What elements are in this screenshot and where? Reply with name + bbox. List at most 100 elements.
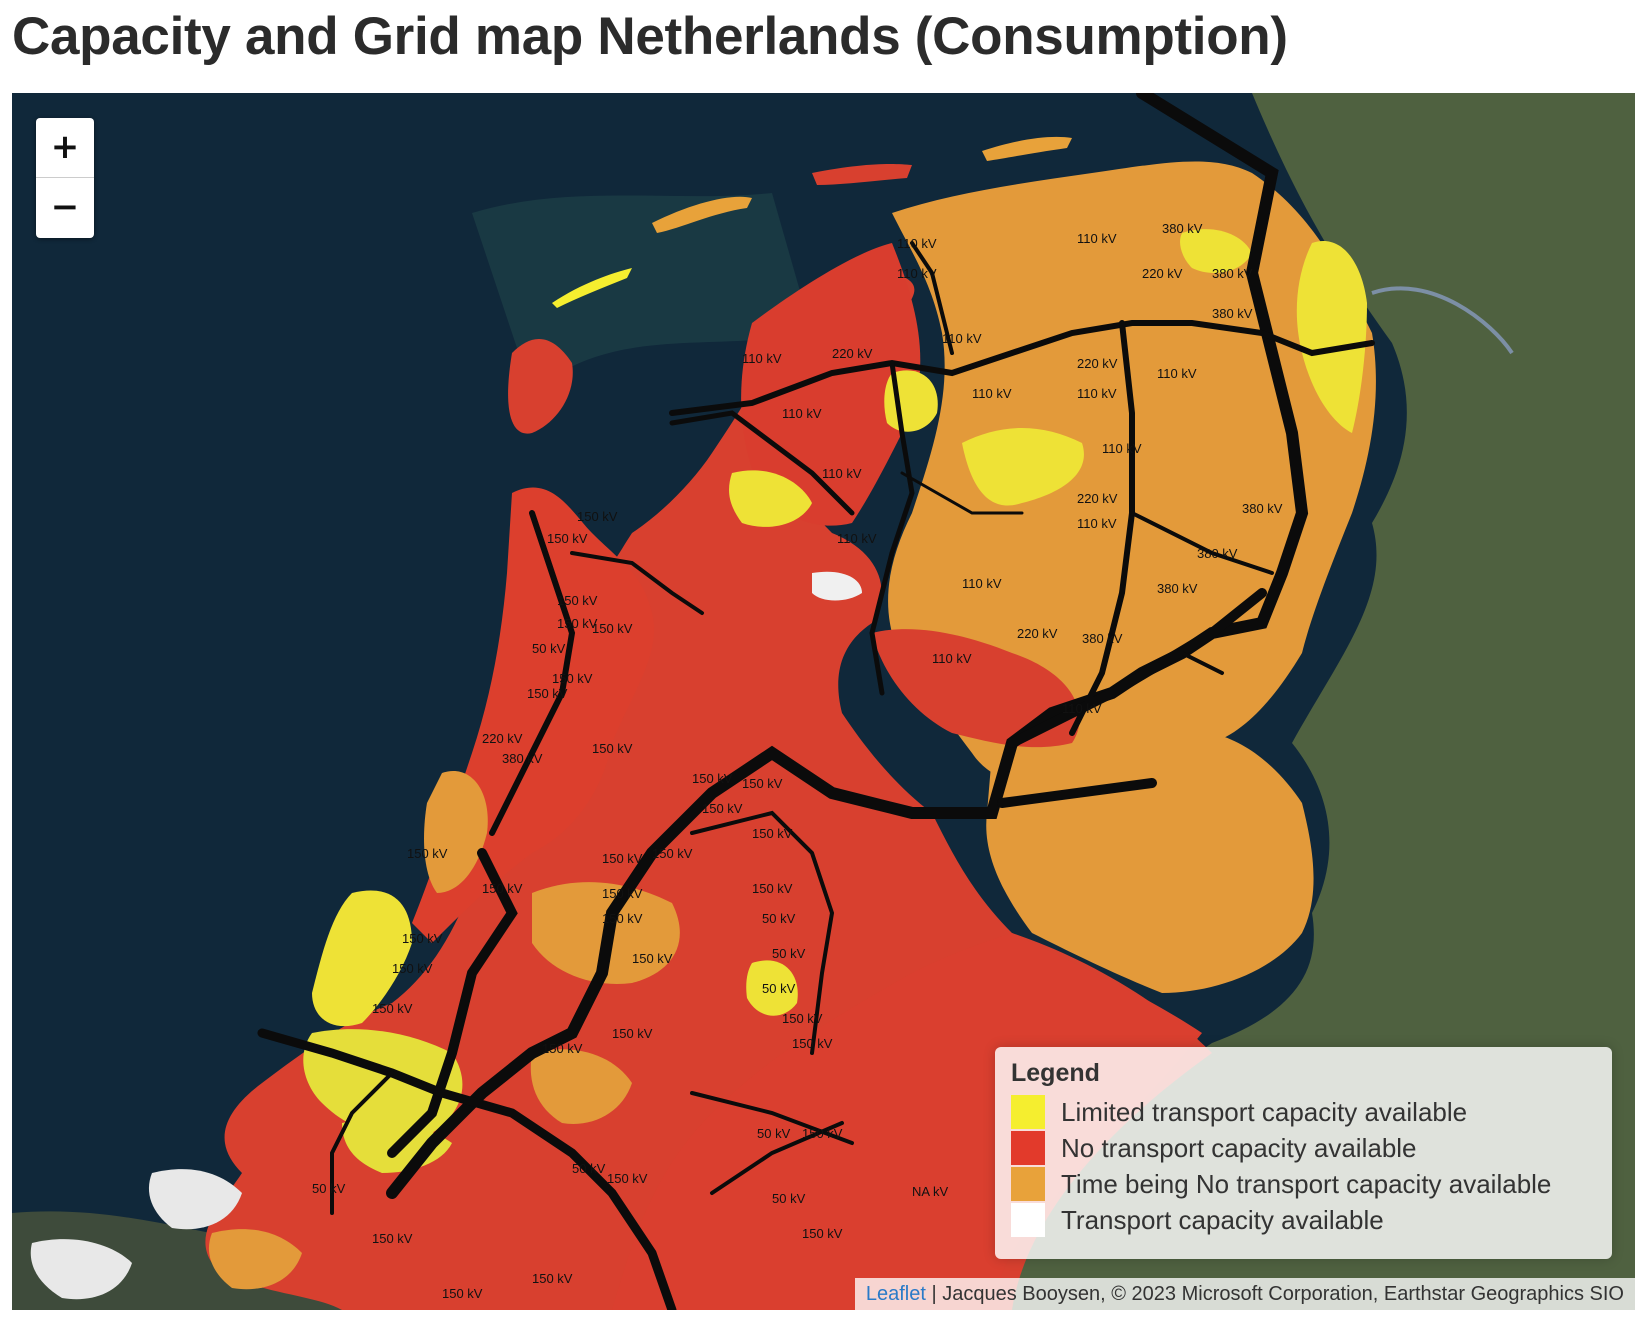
map-legend: Legend Limited transport capacity availa…	[995, 1047, 1612, 1259]
voltage-label: 380 kV	[1162, 221, 1203, 236]
voltage-labels: 380 kV 380 kV 110 kV 110 kV 110 kV 220 k…	[312, 221, 1283, 1301]
legend-swatch	[1011, 1167, 1045, 1201]
voltage-label: 110 kV	[1102, 441, 1142, 456]
voltage-label: 150 kV	[557, 593, 598, 608]
voltage-label: 150 kV	[742, 776, 783, 791]
island-west-limited	[552, 268, 632, 308]
voltage-label: 150 kV	[592, 621, 633, 636]
grid-110kv-twente	[1180, 651, 1224, 675]
grid-110kv-north	[910, 241, 954, 355]
grid-380kv-west	[387, 848, 518, 1158]
voltage-label: 50 kV	[772, 946, 806, 961]
legend-label: Limited transport capacity available	[1061, 1096, 1468, 1127]
region-no-capacity-southeast	[612, 933, 1202, 1310]
voltage-label: 150 kV	[602, 851, 643, 866]
voltage-label: 110 kV	[742, 351, 782, 366]
region-time-being-west	[424, 771, 488, 893]
attribution-text: Jacques Booysen, © 2023 Microsoft Corpor…	[942, 1283, 1624, 1305]
voltage-label: 150 kV	[527, 686, 568, 701]
map-container[interactable]: 380 kV 380 kV 110 kV 110 kV 110 kV 220 k…	[12, 93, 1635, 1310]
voltage-label: 150 kV	[557, 616, 598, 631]
voltage-label: 110 kV	[1157, 366, 1197, 381]
zoom-out-button[interactable]: −	[50, 187, 80, 227]
voltage-label: 380 kV	[1157, 581, 1198, 596]
voltage-label: 110 kV	[972, 386, 1012, 401]
map-canvas[interactable]: 380 kV 380 kV 110 kV 110 kV 110 kV 220 k…	[12, 93, 1635, 1310]
voltage-label: 150 kV	[692, 771, 733, 786]
voltage-label: 150 kV	[702, 801, 743, 816]
region-available-flevoland	[812, 571, 862, 601]
voltage-label: 150 kV	[802, 1126, 843, 1141]
legend-title: Legend	[1011, 1059, 1100, 1087]
grid-110kv-link	[900, 471, 1024, 515]
voltage-label: 50 kV	[772, 1191, 806, 1206]
grid-150kv-zeeland	[330, 1071, 394, 1215]
voltage-label: 150 kV	[542, 1041, 583, 1056]
voltage-label: 110 kV	[837, 531, 877, 546]
island-texel	[508, 339, 573, 434]
attribution-separator: |	[931, 1283, 937, 1305]
voltage-label: 150 kV	[392, 961, 433, 976]
voltage-label: 50 kV	[762, 911, 796, 926]
voltage-label: 150 kV	[602, 911, 643, 926]
voltage-label: 150 kV	[532, 1271, 573, 1286]
legend-item-limited: Limited transport capacity available	[1011, 1094, 1596, 1130]
leaflet-link[interactable]: Leaflet	[865, 1283, 926, 1305]
region-limited-central	[746, 960, 798, 1016]
voltage-label: 150 kV	[752, 826, 793, 841]
zoom-in-button[interactable]: +	[36, 118, 94, 178]
voltage-label: 110 kV	[1077, 516, 1117, 531]
voltage-label: 380 kV	[1212, 306, 1253, 321]
voltage-label: 150 kV	[752, 881, 793, 896]
voltage-label: 150 kV	[547, 531, 588, 546]
voltage-label: 150 kV	[577, 509, 618, 524]
wadden-sea-shallows	[472, 193, 812, 393]
voltage-label: 150 kV	[632, 951, 673, 966]
region-time-being-zeeland	[208, 1229, 302, 1290]
voltage-label: 110 kV	[942, 331, 982, 346]
region-available-zeeland-1	[148, 1169, 242, 1230]
voltage-label: 150 kV	[602, 886, 643, 901]
voltage-label: 110 kV	[962, 576, 1002, 591]
legend-item-time-being: Time being No transport capacity availab…	[1011, 1166, 1596, 1202]
legend-label: Transport capacity available	[1061, 1204, 1384, 1235]
voltage-label: 110 kV	[932, 651, 972, 666]
island-vlieland	[652, 196, 752, 233]
voltage-label: 150 kV	[592, 741, 633, 756]
voltage-label: 50 kV	[757, 1126, 791, 1141]
voltage-label: 110 kV	[1077, 231, 1117, 246]
page-title: Capacity and Grid map Netherlands (Consu…	[12, 7, 1288, 66]
grid-380kv-gelderland	[997, 778, 1157, 808]
voltage-label: 150 kV	[607, 1171, 648, 1186]
voltage-label: 380 kV	[1242, 501, 1283, 516]
region-time-being-southwest	[530, 1049, 632, 1124]
voltage-label: 150 kV	[792, 1036, 833, 1051]
voltage-label: 380 kV	[1082, 631, 1123, 646]
legend-swatch	[1011, 1203, 1045, 1237]
voltage-label: 220 kV	[1077, 356, 1118, 371]
voltage-label: 150 kV	[612, 1026, 653, 1041]
grid-150kv-north-holland	[489, 510, 576, 836]
grid-380kv-south	[257, 1028, 677, 1310]
voltage-label: 110 kV	[1062, 701, 1102, 716]
legend-item-available: Transport capacity available	[1011, 1202, 1596, 1238]
region-limited-drenthe	[962, 428, 1084, 506]
grid-380kv-east	[1007, 588, 1267, 748]
grid-150kv-brabant	[690, 1091, 854, 1145]
voltage-label: 50 kV	[532, 641, 566, 656]
grid-lines	[257, 93, 1375, 1310]
legend-swatch	[1011, 1095, 1045, 1129]
voltage-label: 150 kV	[652, 846, 693, 861]
voltage-label: 150 kV	[482, 881, 523, 896]
voltage-label: 110 kV	[897, 236, 937, 251]
region-limited-friesland-south	[729, 470, 812, 527]
grid-110kv-friesland-west	[669, 410, 855, 516]
grid-220kv-north	[669, 320, 1375, 416]
grid-110kv-drenthe	[1130, 511, 1274, 575]
island-terschelling	[812, 163, 912, 185]
grid-110kv-friesland	[869, 360, 915, 696]
voltage-label: 110 kV	[822, 466, 862, 481]
voltage-label: 110 kV	[1077, 386, 1117, 401]
voltage-label: 150 kV	[402, 931, 443, 946]
voltage-label: 150 kV	[407, 846, 448, 861]
